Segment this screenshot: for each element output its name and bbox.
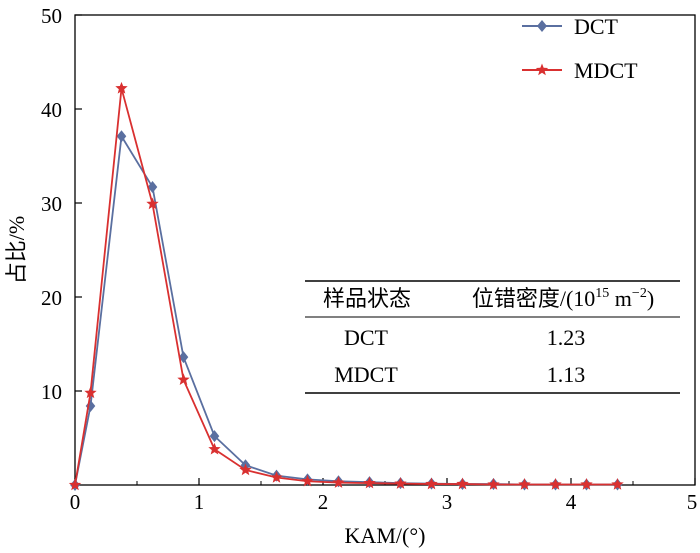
y-axis-title: 占比/% (4, 216, 29, 284)
table-header-density: 位错密度/(1015 m−2) (472, 286, 654, 311)
legend-marker-mdct (535, 63, 549, 76)
mdct-point-7 (270, 470, 283, 483)
series-mdct (68, 81, 624, 491)
mdct-point-9 (332, 476, 345, 488)
x-tick-labels: 0 1 2 3 4 5 (70, 490, 698, 514)
mdct-point-4 (177, 373, 190, 385)
mdct-point-2 (115, 81, 128, 94)
y-tick-label-40: 40 (41, 98, 62, 122)
legend-label-dct: DCT (574, 14, 619, 39)
mdct-point-3 (146, 197, 159, 210)
mdct-point-5 (208, 442, 221, 455)
density-suffix: ) (647, 286, 654, 311)
y-tick-labels: 10 20 30 40 50 (41, 4, 62, 404)
axis-ticks (74, 14, 696, 485)
inset-table: 样品状态 位错密度/(1015 m−2) DCT 1.23 MDCT 1.13 (305, 280, 680, 394)
mdct-point-15 (518, 478, 531, 490)
dct-point-2 (116, 130, 127, 143)
legend-label-mdct: MDCT (574, 58, 638, 83)
density-unit: m (609, 286, 632, 311)
mdct-point-18 (611, 478, 624, 490)
mdct-point-17 (580, 478, 593, 490)
y-tick-label-10: 10 (41, 380, 62, 404)
x-tick-label-2: 2 (318, 490, 329, 514)
x-axis-title: KAM/(°) (345, 523, 426, 548)
y-tick-label-20: 20 (41, 286, 62, 310)
mdct-point-1 (84, 386, 97, 399)
mdct-point-10 (363, 476, 376, 489)
x-tick-label-4: 4 (566, 490, 577, 514)
y-tick-label-30: 30 (41, 192, 62, 216)
x-tick-label-3: 3 (442, 490, 453, 514)
x-tick-label-0: 0 (70, 490, 81, 514)
dct-point-3 (147, 181, 158, 194)
table-row-dct-density: 1.23 (547, 325, 586, 350)
x-tick-label-1: 1 (194, 490, 205, 514)
legend-marker-dct (537, 20, 547, 32)
y-tick-label-50: 50 (41, 4, 62, 28)
table-row-dct-state: DCT (344, 325, 389, 350)
density-prefix: 位错密度/(10 (472, 286, 595, 311)
density-unit-exponent: −2 (632, 286, 647, 301)
mdct-point-12 (425, 477, 438, 490)
mdct-point-6 (239, 463, 252, 476)
dct-point-4 (178, 351, 189, 364)
table-row-mdct-density: 1.13 (547, 362, 586, 387)
dct-point-5 (209, 430, 220, 443)
plot-frame (74, 14, 696, 486)
mdct-point-13 (456, 477, 469, 490)
density-exponent: 15 (595, 286, 609, 301)
series-layer (68, 81, 624, 491)
mdct-point-8 (301, 474, 314, 487)
table-header-state: 样品状态 (323, 286, 411, 311)
legend: DCT MDCT (522, 14, 638, 83)
mdct-point-16 (549, 478, 562, 490)
table-row-mdct-state: MDCT (334, 362, 398, 387)
mdct-point-11 (394, 477, 407, 489)
x-tick-label-5: 5 (687, 490, 698, 514)
mdct-point-0 (68, 478, 82, 491)
mdct-point-14 (487, 478, 500, 490)
